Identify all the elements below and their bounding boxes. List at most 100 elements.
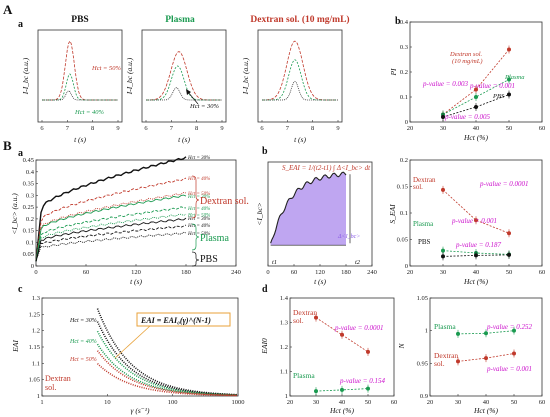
x-tick-label: 30: [313, 399, 320, 406]
peak-line: [262, 80, 338, 101]
data-series: [96, 343, 237, 396]
series-line: [35, 192, 187, 262]
label-hct50: Hct = 50%: [69, 357, 97, 363]
x-axis-label: t (s): [314, 277, 326, 286]
y-tick-label: 0.3: [26, 192, 34, 199]
y-axis-label: S_EAI: [388, 204, 397, 224]
x-tick-label: 30: [440, 269, 447, 276]
label-plasma: Plasma: [413, 220, 434, 228]
y-tick-label: 0.4: [400, 19, 409, 26]
y-tick-label: 1.1: [32, 360, 40, 367]
panel-letter-Ab: b: [395, 16, 401, 27]
x-tick-label: 8: [195, 125, 198, 132]
panel-letter-B: B: [3, 138, 12, 153]
arrow-line: [187, 91, 199, 105]
x-tick-label: 0: [266, 269, 269, 276]
legend-pbs: PBS: [200, 254, 218, 265]
data-point: [512, 328, 516, 333]
pvalue-plasma: p-value = 0.252: [486, 323, 532, 331]
label-hct40: Hct = 40%: [69, 338, 97, 345]
y-tick-label: 1.1: [280, 369, 288, 376]
y-tick-label: 0.25: [23, 204, 34, 211]
x-tick-label: 0: [34, 269, 37, 276]
x-tick-label: 40: [473, 125, 480, 132]
y-axis-label: <I_bc> (a.u.): [10, 193, 19, 235]
x-tick-label: 8: [91, 125, 94, 132]
x-tick-label: 120: [131, 269, 141, 276]
x-tick-label: 60: [391, 399, 398, 406]
x-tick-label: 180: [181, 269, 191, 276]
peak-line: [146, 87, 222, 101]
series-label: Hct = 30%: [187, 195, 210, 200]
x-tick-label: 40: [339, 399, 346, 406]
x-tick-label: 120: [315, 269, 325, 276]
x-tick-label: 60: [539, 125, 546, 132]
series-label: Hct = 50%: [187, 192, 210, 197]
pvalue-dextran: p-value = 0.0001: [334, 324, 383, 332]
peak-line: [146, 65, 222, 101]
arrow-head: [186, 89, 191, 95]
chart-A-b: 20 30 40 50 60 0 0.1 0.2 0.3 0.4 Hct (%) PI Dextr…: [389, 19, 545, 142]
pvalue-pbs: p-value = 0.187: [455, 241, 501, 249]
data-series: [96, 321, 238, 396]
y-tick-label: 0: [405, 263, 408, 270]
x-tick-label: 60: [539, 269, 546, 276]
integrated-area: [270, 172, 346, 246]
panel-letter-Bc: c: [18, 284, 23, 295]
y-axis-label: <I_bc>: [255, 202, 264, 225]
label-pbs: PBS: [492, 93, 505, 100]
x-tick-label: 7: [286, 125, 290, 132]
x-tick-label: 1000: [232, 399, 245, 406]
y-tick-label: 0.3: [400, 44, 408, 51]
data-point: [512, 351, 516, 356]
pvalue-dextran: p-value = 0.001: [486, 365, 532, 373]
series-label: Hct = 40%: [187, 224, 210, 229]
series-label: Hct = 30%: [187, 217, 210, 222]
peak-line: [262, 40, 338, 101]
panel-letter-Aa: a: [18, 19, 23, 30]
annotation-hct40: Hct = 40%: [74, 109, 105, 116]
label-dextran-sol: sol.: [413, 183, 423, 191]
x-tick-label: 20: [407, 125, 414, 132]
series-line: [35, 156, 187, 262]
chart-title: Plasma: [165, 15, 195, 25]
x-tick-label: 6: [40, 125, 44, 132]
y-tick-label: 1.3: [32, 295, 40, 302]
data-point: [507, 252, 511, 257]
y-tick-label: 1.4: [280, 295, 289, 302]
label-min: <I_bc>min: [300, 250, 328, 256]
label-dextran: Dextran: [434, 351, 458, 360]
x-tick-label: 9: [220, 125, 223, 132]
x-axis-label: γ (s⁻¹): [131, 406, 150, 415]
series-line: [442, 94, 510, 118]
data-point: [507, 47, 511, 52]
panel-letter-Bb: b: [262, 146, 268, 157]
series-line: [35, 217, 187, 262]
y-tick-label: 1: [285, 393, 288, 400]
y-tick-label: 0.05: [23, 251, 34, 258]
chart-A-a-3: Dextran sol. (10 mg/mL) 6 7 8 9 t (s) I-I_b…: [241, 14, 350, 144]
label-dextran: Dextran: [45, 374, 71, 383]
label-dextran: Dextran: [413, 176, 436, 184]
x-tick-label: 7: [170, 125, 174, 132]
formula-seai: S_EAI = 1/(t2-t1) ∫ Δ<I_bc> dt: [282, 164, 371, 172]
y-axis-label: EAI: [11, 340, 20, 353]
chart-B-b-schematic: 0 60 120 180 240 Δ<I_bc> <I_bc>min t1 t2 t (s) <…: [255, 161, 377, 286]
x-tick-label: 30: [455, 399, 462, 406]
y-axis-label: I-I_bc (a.u.): [125, 57, 134, 95]
x-tick-label: 1: [40, 399, 43, 406]
data-point: [456, 331, 460, 336]
data-point: [314, 389, 318, 394]
label-dextran-sol: sol.: [45, 383, 56, 392]
data-point: [474, 105, 478, 109]
y-tick-label: 1.05: [29, 377, 40, 384]
data-point: [340, 332, 344, 337]
panel-letter-A: A: [3, 2, 13, 17]
brace-dextran: [191, 175, 200, 219]
series-label: Hct = 30%: [187, 156, 210, 161]
data-series: [96, 308, 238, 396]
x-tick-label: 240: [367, 269, 377, 276]
y-tick-label: 0.1: [400, 94, 408, 101]
plot-frame: [257, 29, 343, 123]
